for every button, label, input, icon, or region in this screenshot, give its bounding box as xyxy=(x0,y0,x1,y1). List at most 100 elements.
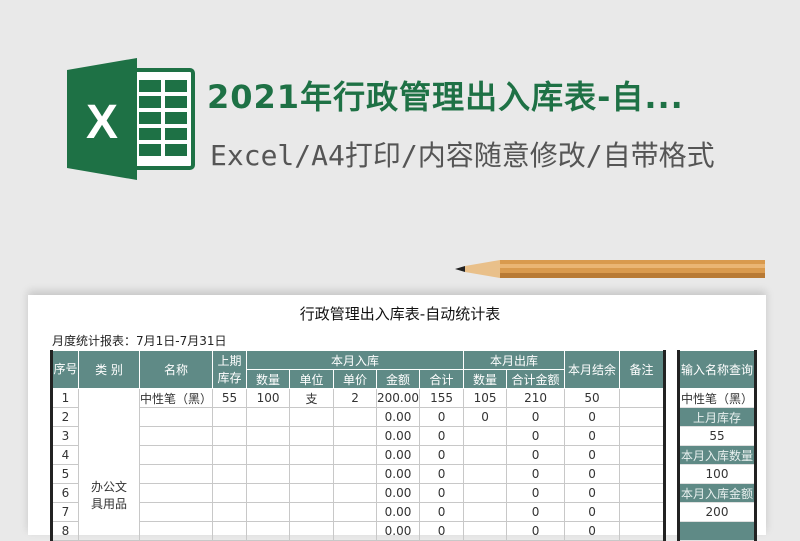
cell-unit[interactable] xyxy=(289,426,335,446)
cell-prev[interactable]: 55 xyxy=(212,388,248,408)
cell-unit[interactable] xyxy=(289,407,335,427)
cell-unit[interactable] xyxy=(289,521,335,541)
cell-amount[interactable]: 0.00 xyxy=(376,483,421,503)
cell-remark[interactable] xyxy=(619,502,666,522)
category-cell[interactable]: 办公文具用品 xyxy=(78,388,140,541)
cell-total[interactable]: 0 xyxy=(419,445,465,465)
cell-name[interactable] xyxy=(138,426,214,446)
cell-out-qty[interactable] xyxy=(463,445,508,465)
cell-unit[interactable] xyxy=(289,464,335,484)
cell-prev[interactable] xyxy=(212,426,248,446)
cell-remark[interactable] xyxy=(619,407,666,427)
cell-qty[interactable] xyxy=(246,426,291,446)
cell-seq[interactable]: 3 xyxy=(51,426,79,446)
cell-out-amount[interactable]: 0 xyxy=(506,407,566,427)
query-panel: 输入名称查询 中性笔（黑） 上月库存 55 本月入库数量 100 本月入库金额 … xyxy=(677,350,757,541)
query-name-input[interactable]: 中性笔（黑） xyxy=(678,388,756,408)
cell-prev[interactable] xyxy=(212,464,248,484)
cell-out-qty[interactable]: 0 xyxy=(463,407,508,427)
cell-remark[interactable] xyxy=(619,426,666,446)
cell-price[interactable] xyxy=(333,445,378,465)
cell-amount[interactable]: 0.00 xyxy=(376,464,421,484)
cell-price[interactable] xyxy=(333,502,378,522)
cell-prev[interactable] xyxy=(212,407,248,427)
cell-seq[interactable]: 1 xyxy=(51,388,79,408)
cell-remark[interactable] xyxy=(619,483,666,503)
cell-balance[interactable]: 0 xyxy=(564,502,621,522)
cell-total[interactable]: 0 xyxy=(419,502,465,522)
cell-price[interactable] xyxy=(333,483,378,503)
cell-out-amount[interactable]: 0 xyxy=(506,445,566,465)
cell-name[interactable] xyxy=(138,502,214,522)
cell-qty[interactable]: 100 xyxy=(246,388,291,408)
cell-name[interactable] xyxy=(138,521,214,541)
cell-unit[interactable] xyxy=(289,445,335,465)
cell-amount[interactable]: 200.00 xyxy=(376,388,421,408)
cell-total[interactable]: 155 xyxy=(419,388,465,408)
cell-out-qty[interactable] xyxy=(463,521,508,541)
cell-out-qty[interactable] xyxy=(463,502,508,522)
cell-out-amount[interactable]: 0 xyxy=(506,426,566,446)
cell-price[interactable]: 2 xyxy=(333,388,378,408)
cell-qty[interactable] xyxy=(246,483,291,503)
cell-balance[interactable]: 0 xyxy=(564,407,621,427)
cell-seq[interactable]: 4 xyxy=(51,445,79,465)
cell-prev[interactable] xyxy=(212,521,248,541)
cell-seq[interactable]: 7 xyxy=(51,502,79,522)
cell-price[interactable] xyxy=(333,521,378,541)
cell-total[interactable]: 0 xyxy=(419,426,465,446)
cell-seq[interactable]: 5 xyxy=(51,464,79,484)
cell-amount[interactable]: 0.00 xyxy=(376,426,421,446)
cell-out-qty[interactable]: 105 xyxy=(463,388,508,408)
cell-seq[interactable]: 8 xyxy=(51,521,79,541)
cell-balance[interactable]: 0 xyxy=(564,426,621,446)
cell-unit[interactable] xyxy=(289,483,335,503)
cell-amount[interactable]: 0.00 xyxy=(376,445,421,465)
cell-out-qty[interactable] xyxy=(463,483,508,503)
cell-balance[interactable]: 0 xyxy=(564,445,621,465)
cell-name[interactable] xyxy=(138,464,214,484)
cell-out-amount[interactable]: 210 xyxy=(506,388,566,408)
cell-qty[interactable] xyxy=(246,445,291,465)
cell-balance[interactable]: 0 xyxy=(564,464,621,484)
cell-balance[interactable]: 0 xyxy=(564,521,621,541)
cell-out-amount[interactable]: 0 xyxy=(506,483,566,503)
cell-name[interactable] xyxy=(138,407,214,427)
cell-qty[interactable] xyxy=(246,521,291,541)
cell-out-amount[interactable]: 0 xyxy=(506,521,566,541)
cell-amount[interactable]: 0.00 xyxy=(376,502,421,522)
cell-seq[interactable]: 2 xyxy=(51,407,79,427)
cell-total[interactable]: 0 xyxy=(419,483,465,503)
cell-prev[interactable] xyxy=(212,502,248,522)
cell-remark[interactable] xyxy=(619,388,666,408)
cell-remark[interactable] xyxy=(619,521,666,541)
cell-name[interactable] xyxy=(138,445,214,465)
cell-price[interactable] xyxy=(333,407,378,427)
cell-price[interactable] xyxy=(333,426,378,446)
cell-out-qty[interactable] xyxy=(463,464,508,484)
cell-out-qty[interactable] xyxy=(463,426,508,446)
cell-remark[interactable] xyxy=(619,464,666,484)
cell-unit[interactable]: 支 xyxy=(289,388,335,408)
cell-total[interactable]: 0 xyxy=(419,407,465,427)
header-out-group: 本月出库 xyxy=(463,350,566,370)
cell-amount[interactable]: 0.00 xyxy=(376,521,421,541)
cell-qty[interactable] xyxy=(246,407,291,427)
cell-qty[interactable] xyxy=(246,502,291,522)
cell-prev[interactable] xyxy=(212,445,248,465)
cell-name[interactable] xyxy=(138,483,214,503)
cell-balance[interactable]: 50 xyxy=(564,388,621,408)
cell-out-amount[interactable]: 0 xyxy=(506,464,566,484)
cell-unit[interactable] xyxy=(289,502,335,522)
cell-total[interactable]: 0 xyxy=(419,464,465,484)
cell-remark[interactable] xyxy=(619,445,666,465)
cell-qty[interactable] xyxy=(246,464,291,484)
cell-seq[interactable]: 6 xyxy=(51,483,79,503)
cell-name[interactable]: 中性笔（黑） xyxy=(138,388,214,408)
cell-total[interactable]: 0 xyxy=(419,521,465,541)
cell-price[interactable] xyxy=(333,464,378,484)
cell-amount[interactable]: 0.00 xyxy=(376,407,421,427)
cell-balance[interactable]: 0 xyxy=(564,483,621,503)
cell-out-amount[interactable]: 0 xyxy=(506,502,566,522)
cell-prev[interactable] xyxy=(212,483,248,503)
